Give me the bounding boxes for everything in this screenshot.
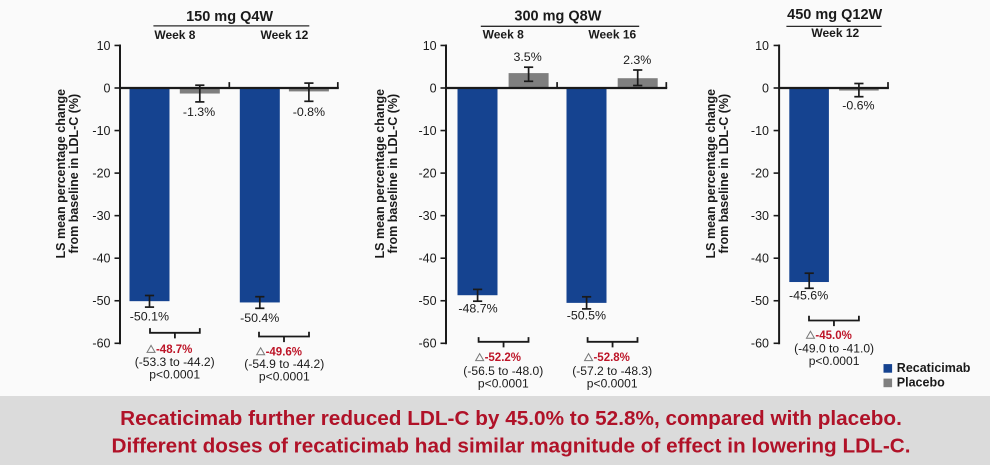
svg-text:-49.6%: -49.6% [266, 346, 302, 358]
svg-text:(-54.9 to -44.2): (-54.9 to -44.2) [244, 357, 324, 371]
svg-text:2.3%: 2.3% [623, 53, 651, 67]
svg-text:-10: -10 [92, 124, 110, 138]
svg-text:(-49.0 to -41.0): (-49.0 to -41.0) [794, 341, 874, 355]
svg-text:-20: -20 [419, 167, 437, 181]
svg-text:Recaticimab: Recaticimab [897, 361, 971, 375]
svg-text:300 mg Q8W: 300 mg Q8W [514, 8, 601, 24]
svg-text:Recaticimab further reduced LD: Recaticimab further reduced LDL-C by 45.… [120, 407, 902, 430]
svg-text:Placebo: Placebo [897, 376, 945, 390]
svg-text:-45.0%: -45.0% [815, 330, 851, 342]
svg-text:-10: -10 [419, 124, 437, 138]
svg-text:-50.4%: -50.4% [240, 311, 279, 325]
svg-text:-40: -40 [419, 252, 437, 266]
svg-text:-48.7%: -48.7% [458, 301, 497, 315]
svg-text:-52.2%: -52.2% [485, 352, 521, 364]
svg-text:from baseline in LDL-C (%): from baseline in LDL-C (%) [67, 94, 81, 254]
svg-text:LS mean percentage change: LS mean percentage change [54, 89, 68, 259]
svg-text:-50.5%: -50.5% [567, 309, 606, 323]
svg-text:3.5%: 3.5% [513, 50, 541, 64]
svg-text:-60: -60 [419, 337, 437, 351]
svg-text:(-57.2 to -48.3): (-57.2 to -48.3) [572, 364, 652, 378]
svg-text:LS mean percentage change: LS mean percentage change [704, 89, 718, 259]
svg-text:-30: -30 [419, 209, 437, 223]
svg-text:from baseline in LDL-C (%): from baseline in LDL-C (%) [717, 94, 731, 254]
svg-text:Different doses of recaticimab: Different doses of recaticimab had simil… [112, 434, 911, 457]
svg-text:-60: -60 [92, 337, 110, 351]
svg-text:p<0.0001: p<0.0001 [259, 370, 310, 384]
svg-text:-48.7%: -48.7% [156, 344, 192, 356]
svg-text:LS mean percentage change: LS mean percentage change [373, 89, 387, 259]
svg-text:Week 8: Week 8 [483, 27, 524, 41]
svg-text:10: 10 [755, 39, 769, 53]
svg-text:-60: -60 [751, 337, 769, 351]
svg-text:-50: -50 [751, 294, 769, 308]
svg-text:Week 12: Week 12 [260, 28, 308, 42]
svg-text:-30: -30 [751, 209, 769, 223]
svg-text:-50: -50 [92, 294, 110, 308]
svg-text:p<0.0001: p<0.0001 [587, 377, 638, 391]
svg-text:Week 8: Week 8 [154, 28, 195, 42]
svg-text:(-53.3 to -44.2): (-53.3 to -44.2) [135, 355, 215, 369]
svg-text:p<0.0001: p<0.0001 [478, 377, 529, 391]
svg-text:-50.1%: -50.1% [130, 310, 169, 324]
svg-text:p<0.0001: p<0.0001 [809, 354, 860, 368]
svg-text:450 mg Q12W: 450 mg Q12W [787, 7, 882, 23]
svg-text:-52.8%: -52.8% [593, 352, 629, 364]
svg-text:-40: -40 [92, 252, 110, 266]
svg-text:0: 0 [762, 81, 769, 95]
svg-text:-10: -10 [751, 124, 769, 138]
svg-text:-40: -40 [751, 252, 769, 266]
svg-text:-50: -50 [419, 294, 437, 308]
svg-text:-30: -30 [92, 209, 110, 223]
svg-text:Week 12: Week 12 [811, 26, 859, 40]
svg-text:p<0.0001: p<0.0001 [149, 367, 200, 381]
svg-text:-45.6%: -45.6% [789, 289, 828, 303]
svg-text:-20: -20 [92, 167, 110, 181]
svg-text:150 mg Q4W: 150 mg Q4W [186, 9, 273, 25]
svg-text:0: 0 [430, 81, 437, 95]
svg-text:-0.6%: -0.6% [842, 98, 874, 112]
svg-text:-1.3%: -1.3% [183, 105, 215, 119]
svg-text:10: 10 [423, 39, 437, 53]
svg-text:Week 16: Week 16 [588, 27, 636, 41]
svg-text:-20: -20 [751, 167, 769, 181]
svg-text:from baseline in LDL-C (%): from baseline in LDL-C (%) [386, 94, 400, 254]
svg-text:-0.8%: -0.8% [293, 105, 325, 119]
svg-text:10: 10 [97, 39, 111, 53]
svg-text:0: 0 [104, 81, 111, 95]
svg-text:(-56.5 to -48.0): (-56.5 to -48.0) [463, 364, 543, 378]
